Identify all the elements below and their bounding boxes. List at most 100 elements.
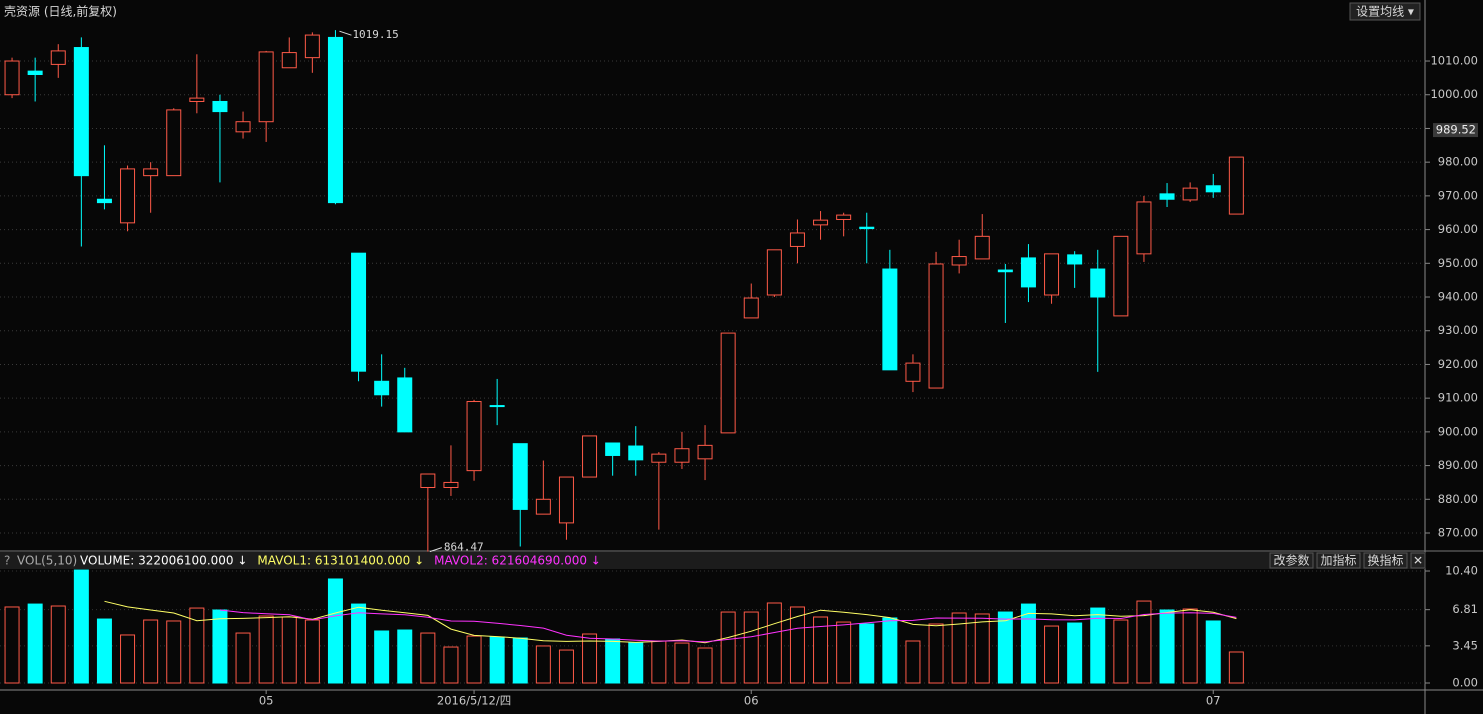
volume-bar — [397, 629, 413, 684]
volume-bar — [1090, 607, 1106, 684]
candle-body — [143, 168, 159, 177]
candle-body — [882, 268, 898, 371]
candle-body — [789, 232, 805, 247]
y-tick-label: 940.00 — [1438, 290, 1478, 304]
candle-body — [905, 362, 921, 382]
candle-body — [974, 235, 990, 260]
legend-entry: MAVOL1: 613101400.000 ↓ — [257, 554, 424, 568]
high-pointer — [339, 30, 352, 36]
volume-bar — [189, 607, 205, 684]
candle-body — [50, 50, 66, 65]
candle-body — [351, 252, 367, 372]
volume-bar — [327, 578, 343, 684]
volume-bar — [235, 632, 251, 684]
volume-bar — [905, 640, 921, 684]
volume-bar — [789, 606, 805, 684]
volume-bar — [558, 649, 574, 684]
volume-bar — [813, 616, 829, 684]
candle-body — [443, 481, 459, 488]
candle-body — [27, 70, 43, 76]
legend-entry: VOLUME: 322006100.000 ↓ — [80, 554, 247, 568]
candle-body — [605, 442, 621, 456]
candle-body — [813, 219, 829, 226]
vol-title: VOL(5,10) — [17, 554, 77, 568]
button-label[interactable]: 加指标 — [1320, 553, 1356, 568]
help[interactable]: ? — [4, 554, 10, 568]
candle-body — [1020, 257, 1036, 288]
candle-body — [1113, 235, 1129, 317]
x-tick-label: 07 — [1206, 694, 1221, 708]
candle-body — [4, 60, 20, 96]
chart-title: 壳资源 (日线,前复权) — [4, 4, 117, 19]
candle-body — [420, 473, 436, 488]
candle-body — [466, 401, 482, 472]
candle-body — [720, 332, 736, 434]
candle-body — [281, 52, 297, 69]
volume-bar — [466, 635, 482, 684]
candle-body — [512, 443, 528, 510]
volume-bar — [1044, 625, 1060, 684]
low-label: 864.47 — [444, 541, 484, 554]
candle-body — [1136, 201, 1152, 255]
volume-bar — [535, 645, 551, 684]
y-tick-label: 870.00 — [1438, 526, 1478, 540]
volume-bar — [997, 611, 1013, 684]
volume-bar — [420, 632, 436, 684]
volume-bar — [1113, 619, 1129, 684]
legend-entry: MAVOL2: 621604690.000 ↓ — [434, 554, 601, 568]
candle-body — [743, 297, 759, 319]
button[interactable] — [1316, 552, 1361, 569]
y-tick-label: 6.81 — [1452, 602, 1478, 616]
volume-bar — [674, 642, 690, 684]
candle-body — [120, 168, 136, 224]
volume-bar — [1067, 622, 1083, 684]
x-tick-label: 2016/5/12/四 — [437, 694, 511, 708]
candle-body — [582, 435, 598, 478]
candle-body — [558, 476, 574, 524]
y-tick-label: 920.00 — [1438, 357, 1478, 371]
candle-body — [96, 198, 112, 204]
low-pointer — [429, 547, 443, 553]
button-label[interactable]: 改参数 — [1273, 553, 1309, 568]
y-tick-label: 910.00 — [1438, 391, 1478, 405]
volume-bar — [258, 615, 274, 684]
volume-bar — [374, 630, 390, 684]
candle-body — [628, 445, 644, 461]
ma-button-label[interactable]: 设置均线 ▾ — [1356, 5, 1414, 19]
candle-body — [1205, 185, 1221, 193]
candle-body — [1067, 254, 1083, 265]
y-tick-label: 960.00 — [1438, 222, 1478, 236]
candle-body — [489, 405, 505, 408]
volume-bar — [1228, 651, 1244, 684]
y-tick-label: 1010.00 — [1430, 54, 1478, 68]
ma-button[interactable] — [1349, 2, 1421, 21]
candle-body — [697, 444, 713, 460]
button[interactable] — [1410, 552, 1426, 569]
candle-body — [951, 256, 967, 266]
candle-body — [1159, 193, 1175, 200]
volume-bar — [605, 638, 621, 684]
button[interactable] — [1269, 552, 1314, 569]
candle-body — [1044, 253, 1060, 296]
volume-bar — [951, 612, 967, 684]
candle-body — [327, 36, 343, 204]
volume-bar — [27, 603, 43, 684]
volume-bar — [73, 569, 89, 684]
y-tick-label: 10.40 — [1445, 564, 1478, 578]
button-label[interactable]: 换指标 — [1367, 553, 1403, 568]
button-label[interactable]: ✕ — [1413, 554, 1423, 568]
volume-bar — [928, 623, 944, 684]
button[interactable] — [1363, 552, 1408, 569]
volume-bar — [836, 621, 852, 684]
volume-bar — [489, 636, 505, 684]
last-price-tag — [1433, 123, 1478, 138]
y-tick-label: 890.00 — [1438, 458, 1478, 472]
candle-body — [674, 448, 690, 463]
y-tick-label: 980.00 — [1438, 155, 1478, 169]
candle-body — [766, 249, 782, 296]
y-tick-label: 900.00 — [1438, 424, 1478, 438]
